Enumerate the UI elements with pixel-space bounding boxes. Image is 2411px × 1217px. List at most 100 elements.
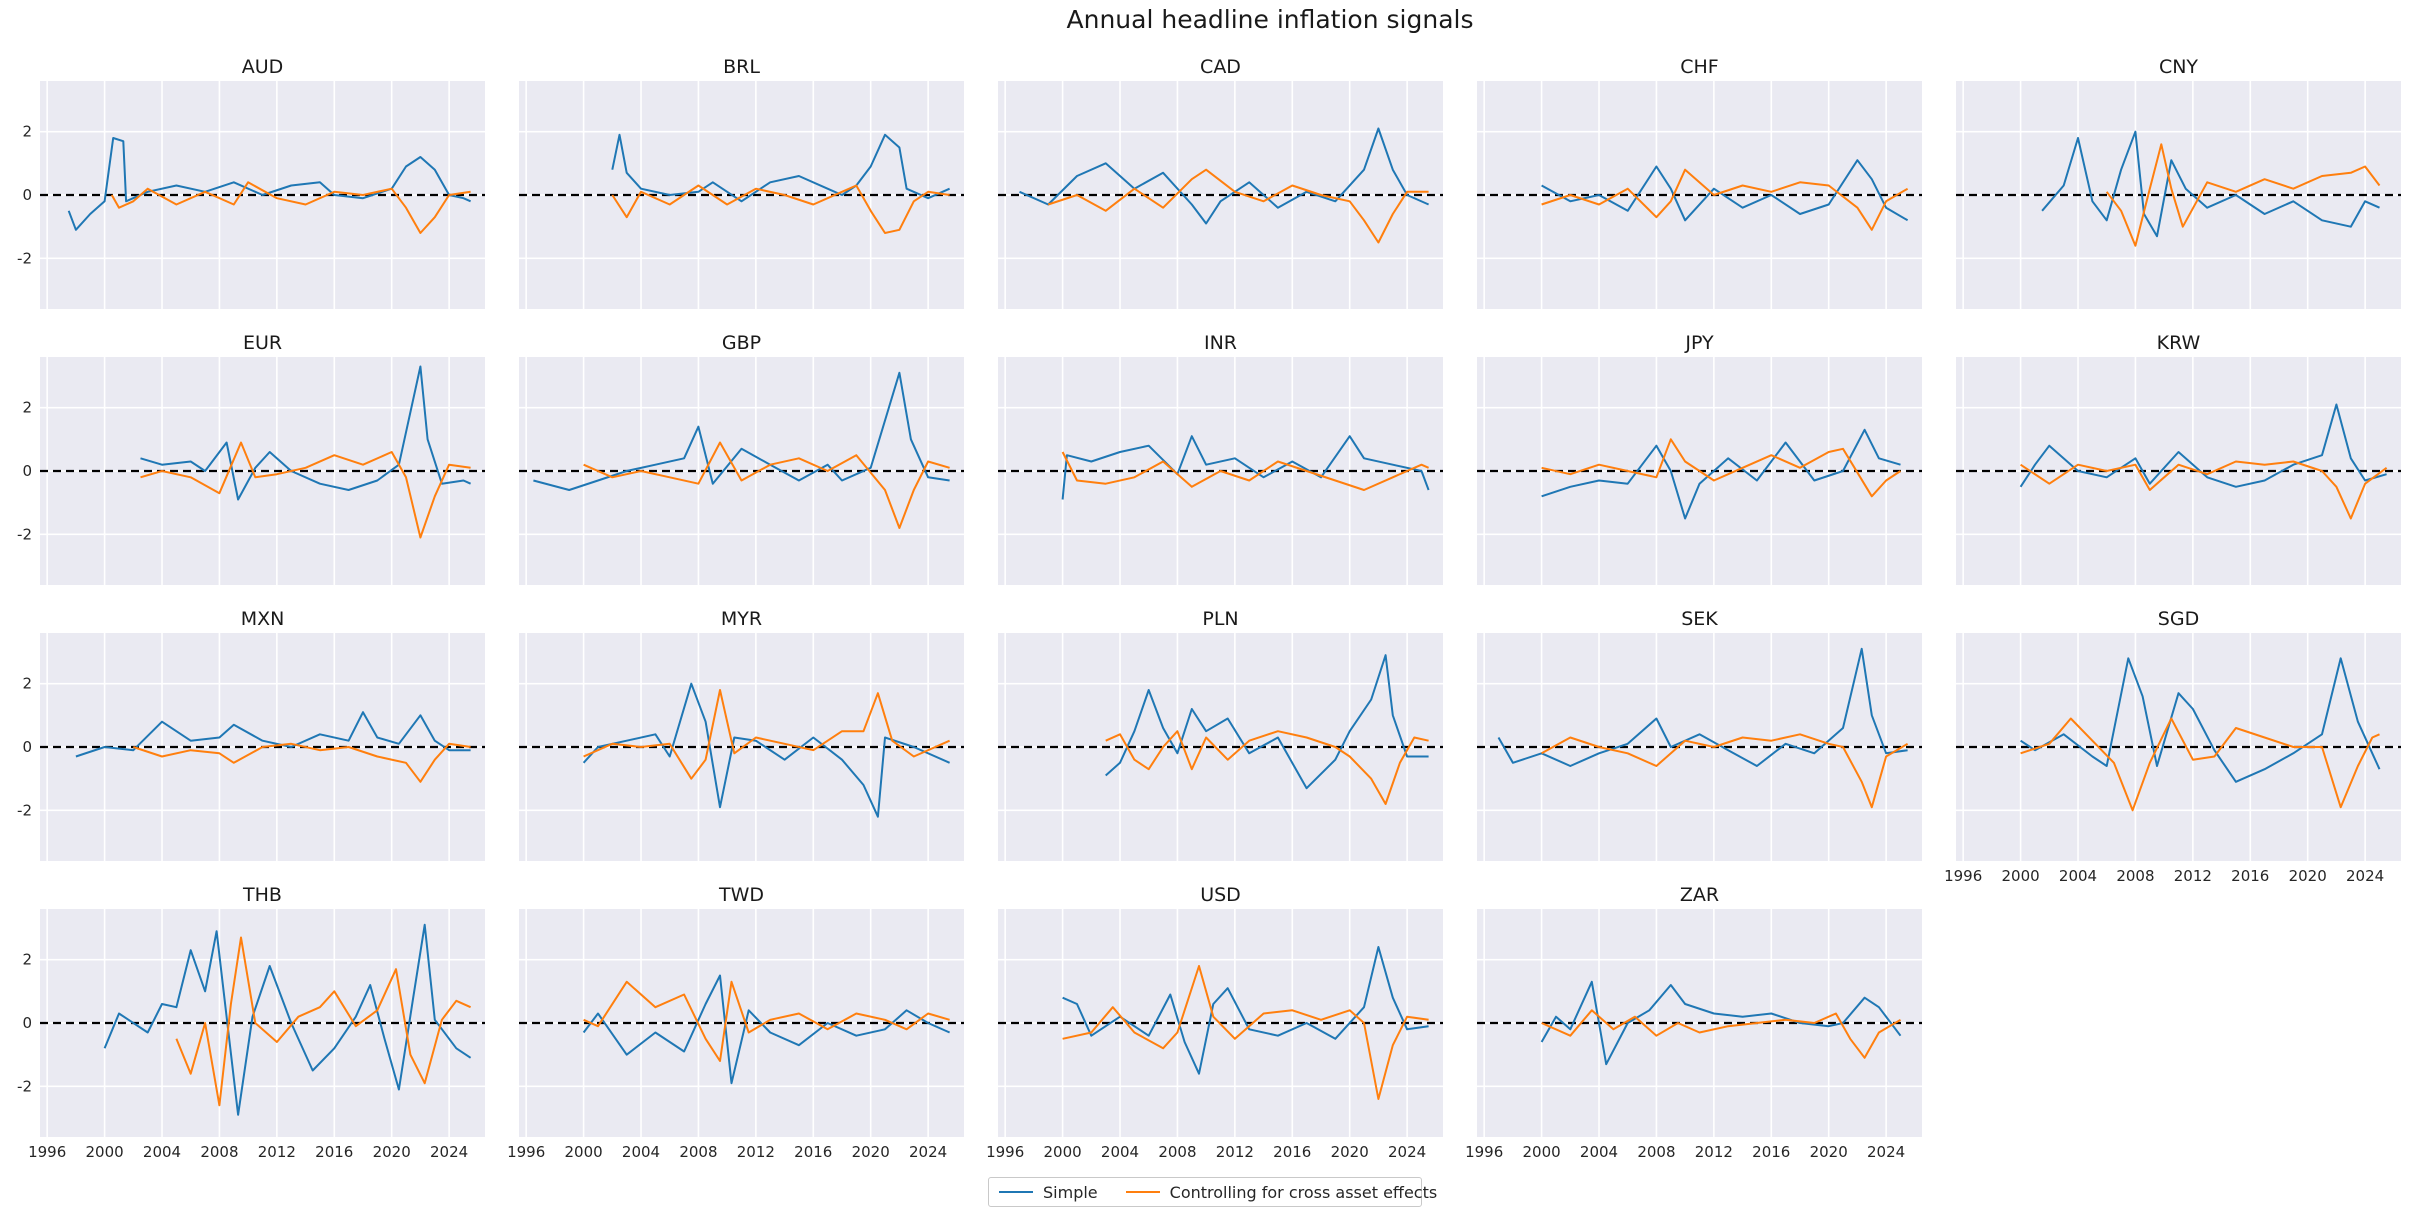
panel-chf: CHF	[1477, 56, 1922, 309]
series-line-simple-aud	[67, 137, 472, 231]
series-line-simple-chf	[1541, 159, 1909, 222]
x-tick-label: 1996	[986, 1143, 1024, 1161]
panel-title: INR	[1204, 332, 1237, 354]
x-tick-label: 1996	[28, 1143, 66, 1161]
x-tick-label: 2024	[1388, 1143, 1426, 1161]
series-line-controlled-pln	[1105, 730, 1429, 805]
x-tick-label: 2012	[1216, 1143, 1254, 1161]
x-tick-label: 1996	[1944, 867, 1982, 885]
x-tick-label: 2000	[1044, 1143, 1082, 1161]
panel-brl: BRL	[519, 56, 964, 309]
y-tick-label: -2	[17, 249, 32, 267]
panel-title: KRW	[2157, 332, 2201, 354]
series-line-controlled-inr	[1061, 451, 1430, 491]
panel-title: JPY	[1684, 332, 1714, 354]
series-line-controlled-twd	[583, 980, 950, 1062]
x-tick-label: 2020	[852, 1143, 890, 1161]
legend-swatch-controlled	[1125, 1191, 1160, 1193]
panel-title: SGD	[2158, 608, 2199, 630]
series-line-controlled-cad	[1047, 168, 1429, 244]
x-tick-label: 2016	[794, 1143, 832, 1161]
series-line-controlled-cny	[2105, 143, 2381, 247]
series-line-controlled-eur	[140, 441, 471, 539]
series-line-controlled-sek	[1541, 733, 1909, 809]
panel-grid: AUD -2 0 2 BRL CAD CHF CNY EUR -2 0 2 GBP INR JPY KRW MX…	[17, 56, 2401, 1161]
y-tick-label: 0	[22, 738, 32, 756]
x-tick-label: 1996	[1465, 1143, 1503, 1161]
panel-title: CNY	[2159, 56, 2198, 78]
series-line-simple-krw	[2019, 403, 2387, 488]
panel-pln: PLN	[998, 608, 1443, 861]
x-tick-label: 2012	[258, 1143, 296, 1161]
series-line-simple-eur	[140, 365, 472, 501]
x-tick-label: 2020	[1331, 1143, 1369, 1161]
x-tick-label: 2004	[2059, 867, 2097, 885]
x-tick-label: 2024	[1867, 1143, 1905, 1161]
series-line-controlled-myr	[583, 689, 951, 780]
panel-inr: INR	[998, 332, 1443, 585]
panel-title: SEK	[1681, 608, 1718, 630]
panel-title: MYR	[721, 608, 762, 630]
series-line-controlled-zar	[1541, 1009, 1902, 1059]
y-tick-label: 0	[22, 1014, 32, 1032]
panel-title: TWD	[718, 884, 764, 906]
y-tick-label: 0	[22, 186, 32, 204]
series-line-simple-thb	[103, 923, 472, 1116]
y-tick-label: -2	[17, 801, 32, 819]
series-line-controlled-thb	[175, 936, 472, 1107]
x-tick-label: 2012	[1695, 1143, 1733, 1161]
x-tick-label: 2020	[1810, 1143, 1848, 1161]
x-tick-label: 2016	[1752, 1143, 1790, 1161]
panel-sgd: SGD 1996 2000 2004 2008 2012 2016 2020 2024	[1944, 608, 2401, 885]
x-tick-label: 2008	[200, 1143, 238, 1161]
x-tick-label: 2000	[1523, 1143, 1561, 1161]
series-line-controlled-mxn	[132, 742, 471, 783]
x-tick-label: 2000	[86, 1143, 124, 1161]
series-line-controlled-aud	[110, 181, 471, 234]
panel-twd: TWD 1996 2000 2004 2008 2012 2016 2020 2024	[507, 884, 964, 1161]
panel-title: EUR	[243, 332, 282, 354]
series-line-simple-zar	[1540, 980, 1902, 1066]
x-tick-label: 2020	[2289, 867, 2327, 885]
x-tick-label: 2012	[737, 1143, 775, 1161]
x-tick-label: 2004	[143, 1143, 181, 1161]
series-line-controlled-brl	[611, 184, 950, 234]
y-tick-label: -2	[17, 525, 32, 543]
panel-mxn: MXN -2 0 2	[17, 608, 485, 861]
series-line-controlled-usd	[1062, 965, 1429, 1100]
x-tick-label: 2008	[2116, 867, 2154, 885]
y-tick-label: 2	[22, 675, 32, 693]
series-line-simple-mxn	[75, 711, 471, 758]
panel-title: GBP	[722, 332, 761, 354]
panel-aud: AUD -2 0 2	[17, 56, 485, 309]
legend-label-simple: Simple	[1043, 1182, 1098, 1202]
series-line-simple-pln	[1105, 654, 1429, 790]
panel-title: AUD	[242, 56, 284, 78]
x-tick-label: 2024	[430, 1143, 468, 1161]
x-tick-label: 2016	[2231, 867, 2269, 885]
x-tick-label: 1996	[507, 1143, 545, 1161]
x-tick-label: 2012	[2174, 867, 2212, 885]
panel-title: CHF	[1680, 56, 1718, 78]
x-tick-label: 2008	[1158, 1143, 1196, 1161]
series-line-simple-cny	[2041, 130, 2380, 238]
x-tick-label: 2004	[1580, 1143, 1618, 1161]
panel-thb: THB -2 0 2 1996 2000 2004 2008 2012 2016 2020 2024	[17, 884, 485, 1161]
y-tick-label: 2	[22, 123, 32, 141]
x-tick-label: 2000	[2002, 867, 2040, 885]
x-tick-label: 2004	[1101, 1143, 1139, 1161]
panel-cad: CAD	[998, 56, 1443, 309]
x-tick-label: 2008	[1637, 1143, 1675, 1161]
legend: Simple Controlling for cross asset effec…	[988, 1177, 1437, 1207]
x-tick-label: 2008	[679, 1143, 717, 1161]
y-tick-label: 2	[22, 951, 32, 969]
legend-label-controlled: Controlling for cross asset effects	[1169, 1182, 1438, 1202]
y-tick-label: -2	[17, 1077, 32, 1095]
panel-gbp: GBP	[519, 332, 964, 585]
panel-title: ZAR	[1680, 884, 1719, 906]
series-line-simple-sek	[1497, 647, 1908, 767]
series-line-simple-jpy	[1541, 428, 1901, 520]
series-line-controlled-gbp	[583, 441, 950, 529]
legend-swatch-simple	[999, 1191, 1033, 1193]
